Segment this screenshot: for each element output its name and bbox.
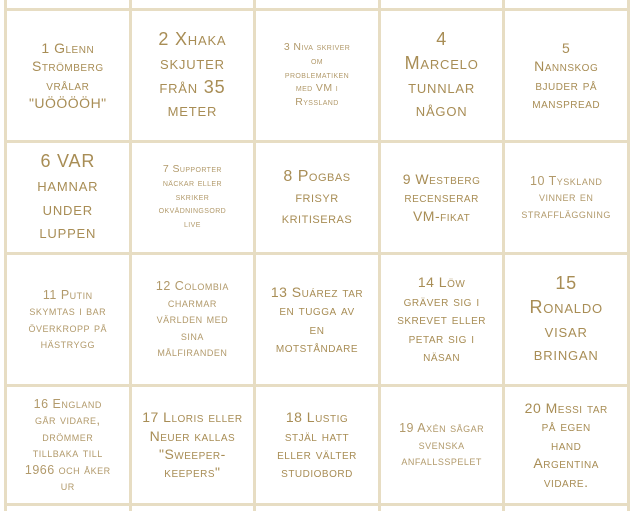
bingo-cell-partial xyxy=(256,506,378,511)
bingo-cell-19[interactable]: 19 Axén sågar svenska anfallsspelet xyxy=(380,387,503,503)
bingo-cell-text: 19 Axén sågar svenska anfallsspelet xyxy=(399,421,485,469)
bingo-cell-14[interactable]: 14 Löw gräver sig i skrevet eller petar … xyxy=(380,255,503,384)
bingo-cell-17[interactable]: 17 Lloris eller Neuer kallas "Sweeper- k… xyxy=(131,387,254,503)
bingo-cell-3[interactable]: 3 Niva skriver om problematiken med VM i… xyxy=(256,11,378,140)
bingo-cell-partial xyxy=(7,0,129,8)
bingo-cell-text: 1 Glenn Strömberg vrålar "UÖÖÖÖH" xyxy=(28,39,107,111)
bingo-cell-18[interactable]: 18 Lustig stjäl hatt eller välter studio… xyxy=(256,387,378,503)
bingo-cell-partial xyxy=(7,506,129,511)
bingo-cell-text: 18 Lustig stjäl hatt eller välter studio… xyxy=(277,409,357,481)
bingo-cell-text: 3 Niva skriver om problematiken med VM i… xyxy=(283,40,351,109)
bingo-cell-text: 16 England går vidare, drömmer tillbaka … xyxy=(24,396,111,494)
bingo-cell-2[interactable]: 2 Xhaka skjuter från 35 meter xyxy=(131,11,254,140)
bingo-cell-partial xyxy=(505,506,627,511)
bingo-cell-5[interactable]: 5 Nannskog bjuder på manspread xyxy=(505,11,627,140)
bingo-cell-12[interactable]: 12 Colombia charmar världen med sina mål… xyxy=(131,255,254,384)
bingo-cell-16[interactable]: 16 England går vidare, drömmer tillbaka … xyxy=(7,387,129,503)
bingo-cell-13[interactable]: 13 Suárez tar en tugga av en motståndare xyxy=(256,255,378,384)
bingo-cell-text: 11 Putin skymtas i bar överkropp på häst… xyxy=(28,287,108,352)
bingo-cell-11[interactable]: 11 Putin skymtas i bar överkropp på häst… xyxy=(7,255,129,384)
bingo-cell-6[interactable]: 6 VAR hamnar under luppen xyxy=(7,143,129,252)
bingo-cell-20[interactable]: 20 Messi tar på egen hand Argentina vida… xyxy=(505,387,627,503)
bingo-cell-text: 14 Löw gräver sig i skrevet eller petar … xyxy=(397,274,486,365)
bingo-cell-partial xyxy=(256,0,378,8)
bingo-cell-text: 2 Xhaka skjuter från 35 meter xyxy=(158,29,227,121)
bingo-cell-text: 10 Tyskland vinner en straffläggning xyxy=(521,173,611,221)
bingo-cell-text: 12 Colombia charmar världen med sina mål… xyxy=(155,279,229,360)
bingo-cell-partial xyxy=(380,0,503,8)
bingo-cell-text: 8 Pogbas frisyr kritiseras xyxy=(281,167,353,228)
bingo-cell-text: 7 Supporter näckar eller skriker okvädni… xyxy=(158,162,227,231)
bingo-cell-4[interactable]: 4 Marcelo tunnlar någon xyxy=(380,11,503,140)
bingo-cell-text: 6 VAR hamnar under luppen xyxy=(37,151,99,243)
bingo-cell-partial xyxy=(380,506,503,511)
bingo-cell-8[interactable]: 8 Pogbas frisyr kritiseras xyxy=(256,143,378,252)
bingo-cell-text: 17 Lloris eller Neuer kallas "Sweeper- k… xyxy=(142,409,243,481)
bingo-cell-1[interactable]: 1 Glenn Strömberg vrålar "UÖÖÖÖH" xyxy=(7,11,129,140)
bingo-cell-partial xyxy=(505,0,627,8)
bingo-cell-text: 4 Marcelo tunnlar någon xyxy=(404,29,479,121)
bingo-cell-text: 15 Ronaldo visar bringan xyxy=(529,273,603,365)
bingo-cell-partial xyxy=(131,0,254,8)
bingo-cell-9[interactable]: 9 Westberg recenserar VM-fikat xyxy=(380,143,503,252)
bingo-cell-text: 20 Messi tar på egen hand Argentina vida… xyxy=(524,399,608,490)
bingo-cell-text: 13 Suárez tar en tugga av en motståndare xyxy=(270,283,364,355)
bingo-cell-7[interactable]: 7 Supporter näckar eller skriker okvädni… xyxy=(131,143,254,252)
bingo-cell-partial xyxy=(131,506,254,511)
bingo-cell-15[interactable]: 15 Ronaldo visar bringan xyxy=(505,255,627,384)
bingo-cell-10[interactable]: 10 Tyskland vinner en straffläggning xyxy=(505,143,627,252)
bingo-cell-text: 5 Nannskog bjuder på manspread xyxy=(532,39,601,111)
bingo-grid: 1 Glenn Strömberg vrålar "UÖÖÖÖH" 2 Xhak… xyxy=(4,0,630,511)
bingo-cell-text: 9 Westberg recenserar VM-fikat xyxy=(402,170,481,224)
